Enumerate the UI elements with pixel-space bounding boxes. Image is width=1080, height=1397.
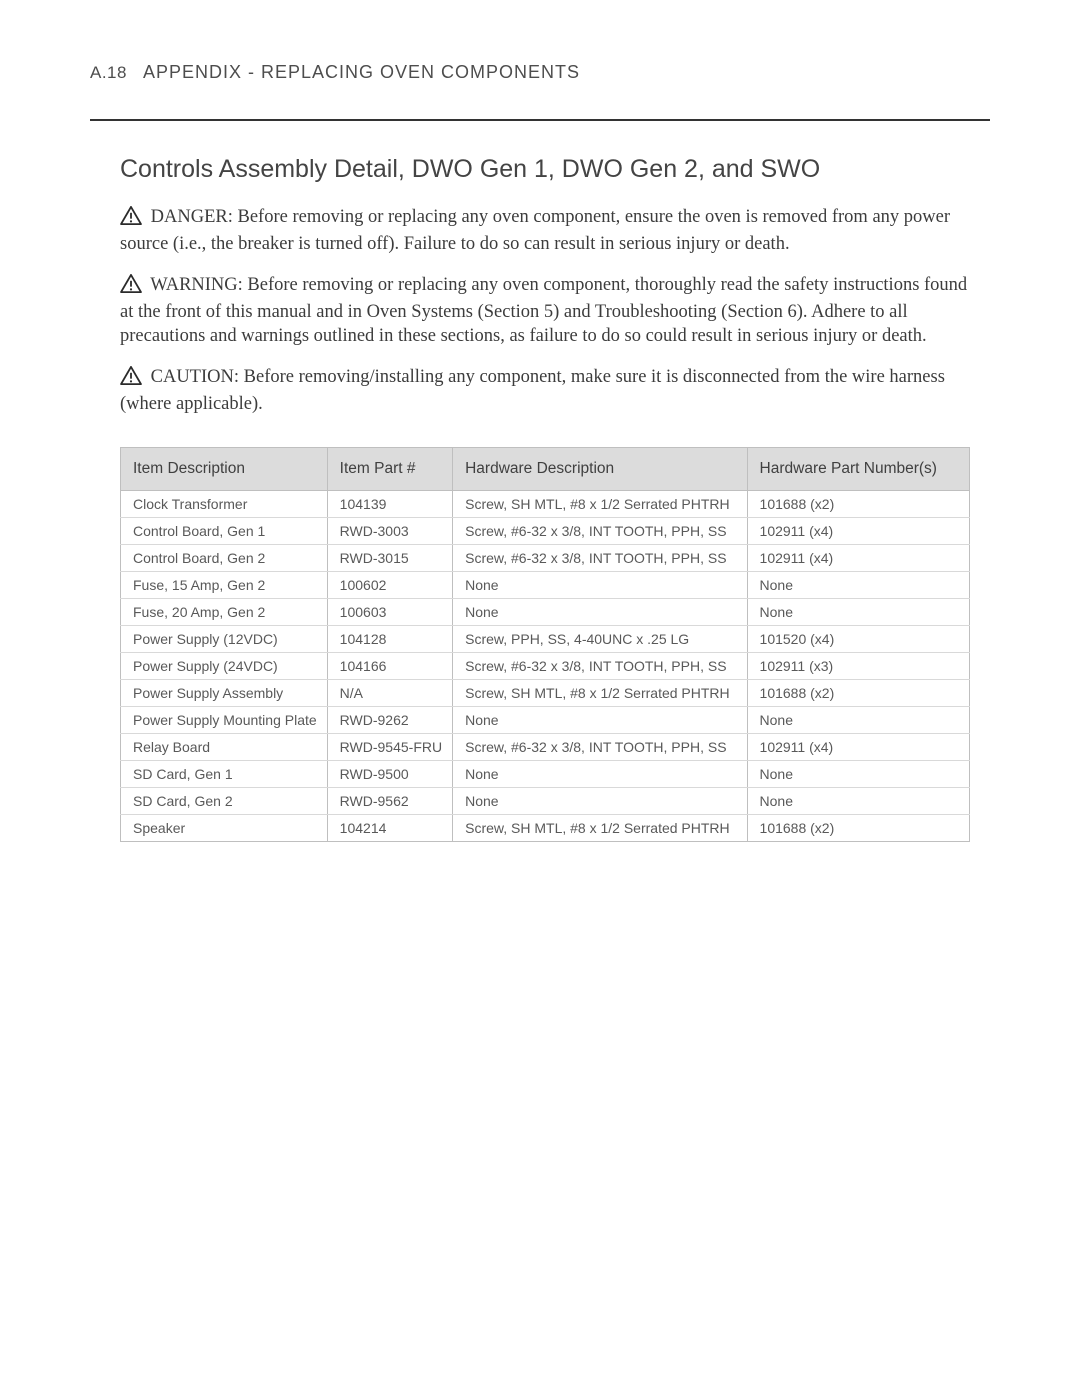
safety-text: Before removing or replacing any oven co… — [120, 275, 967, 345]
table-cell: 101688 (x2) — [747, 679, 969, 706]
alert-icon — [120, 366, 142, 393]
table-row: Power Supply (12VDC)104128Screw, PPH, SS… — [121, 625, 970, 652]
table-row: Power Supply Mounting PlateRWD-9262NoneN… — [121, 706, 970, 733]
table-cell: SD Card, Gen 2 — [121, 787, 328, 814]
col-item-part: Item Part # — [327, 447, 452, 490]
alert-icon — [120, 206, 142, 233]
table-cell: None — [453, 571, 747, 598]
table-cell: 100603 — [327, 598, 452, 625]
table-cell: Power Supply (12VDC) — [121, 625, 328, 652]
table-cell: Power Supply Assembly — [121, 679, 328, 706]
table-cell: RWD-9545-FRU — [327, 733, 452, 760]
table-cell: None — [747, 706, 969, 733]
table-cell: 104214 — [327, 814, 452, 841]
table-row: Control Board, Gen 1RWD-3003Screw, #6-32… — [121, 517, 970, 544]
table-cell: None — [453, 760, 747, 787]
table-cell: None — [747, 571, 969, 598]
table-cell: 102911 (x4) — [747, 733, 969, 760]
table-row: Power Supply AssemblyN/AScrew, SH MTL, #… — [121, 679, 970, 706]
table-cell: 101520 (x4) — [747, 625, 969, 652]
table-cell: Fuse, 20 Amp, Gen 2 — [121, 598, 328, 625]
table-cell: RWD-9562 — [327, 787, 452, 814]
table-cell: None — [747, 598, 969, 625]
table-cell: Control Board, Gen 2 — [121, 544, 328, 571]
table-cell: RWD-3015 — [327, 544, 452, 571]
parts-table: Item Description Item Part # Hardware De… — [120, 447, 970, 842]
table-cell: SD Card, Gen 1 — [121, 760, 328, 787]
table-row: SD Card, Gen 1RWD-9500NoneNone — [121, 760, 970, 787]
table-row: SD Card, Gen 2RWD-9562NoneNone — [121, 787, 970, 814]
table-cell: Screw, PPH, SS, 4-40UNC x .25 LG — [453, 625, 747, 652]
table-cell: Screw, #6-32 x 3/8, INT TOOTH, PPH, SS — [453, 544, 747, 571]
table-cell: RWD-3003 — [327, 517, 452, 544]
table-cell: Screw, SH MTL, #8 x 1/2 Serrated PHTRH — [453, 814, 747, 841]
table-row: Relay BoardRWD-9545-FRUScrew, #6-32 x 3/… — [121, 733, 970, 760]
safety-label: WARNING: — [150, 275, 243, 295]
table-row: Fuse, 20 Amp, Gen 2100603NoneNone — [121, 598, 970, 625]
safety-warning: WARNING: Before removing or replacing an… — [120, 274, 970, 348]
table-cell: 102911 (x4) — [747, 544, 969, 571]
page-title: APPENDIX - REPLACING OVEN COMPONENTS — [143, 62, 580, 83]
col-hardware-part: Hardware Part Number(s) — [747, 447, 969, 490]
alert-icon — [120, 274, 142, 301]
table-cell: Screw, #6-32 x 3/8, INT TOOTH, PPH, SS — [453, 652, 747, 679]
table-row: Speaker104214Screw, SH MTL, #8 x 1/2 Ser… — [121, 814, 970, 841]
col-item-description: Item Description — [121, 447, 328, 490]
section-title: Controls Assembly Detail, DWO Gen 1, DWO… — [120, 155, 970, 184]
table-header-row: Item Description Item Part # Hardware De… — [121, 447, 970, 490]
table-cell: Screw, SH MTL, #8 x 1/2 Serrated PHTRH — [453, 679, 747, 706]
table-row: Clock Transformer104139Screw, SH MTL, #8… — [121, 490, 970, 517]
safety-caution: CAUTION: Before removing/installing any … — [120, 366, 970, 416]
table-cell: 100602 — [327, 571, 452, 598]
safety-label: DANGER: — [151, 207, 233, 227]
table-cell: 102911 (x4) — [747, 517, 969, 544]
table-row: Power Supply (24VDC)104166Screw, #6-32 x… — [121, 652, 970, 679]
table-cell: None — [747, 760, 969, 787]
table-cell: 104128 — [327, 625, 452, 652]
table-row: Control Board, Gen 2RWD-3015Screw, #6-32… — [121, 544, 970, 571]
safety-text: Before removing/installing any component… — [120, 367, 945, 414]
page-header: A.18 APPENDIX - REPLACING OVEN COMPONENT… — [90, 62, 990, 121]
table-cell: Screw, SH MTL, #8 x 1/2 Serrated PHTRH — [453, 490, 747, 517]
table-cell: 101688 (x2) — [747, 490, 969, 517]
safety-danger: DANGER: Before removing or replacing any… — [120, 206, 970, 256]
table-cell: 101688 (x2) — [747, 814, 969, 841]
table-cell: 102911 (x3) — [747, 652, 969, 679]
table-cell: RWD-9500 — [327, 760, 452, 787]
table-cell: Fuse, 15 Amp, Gen 2 — [121, 571, 328, 598]
col-hardware-description: Hardware Description — [453, 447, 747, 490]
page-number: A.18 — [90, 63, 127, 83]
table-cell: Power Supply (24VDC) — [121, 652, 328, 679]
table-cell: Clock Transformer — [121, 490, 328, 517]
table-cell: None — [453, 706, 747, 733]
table-cell: N/A — [327, 679, 452, 706]
table-cell: None — [453, 787, 747, 814]
table-cell: 104139 — [327, 490, 452, 517]
table-head: Item Description Item Part # Hardware De… — [121, 447, 970, 490]
table-cell: RWD-9262 — [327, 706, 452, 733]
table-cell: Control Board, Gen 1 — [121, 517, 328, 544]
table-body: Clock Transformer104139Screw, SH MTL, #8… — [121, 490, 970, 841]
table-cell: Power Supply Mounting Plate — [121, 706, 328, 733]
table-cell: None — [453, 598, 747, 625]
table-cell: 104166 — [327, 652, 452, 679]
table-cell: Relay Board — [121, 733, 328, 760]
table-cell: Speaker — [121, 814, 328, 841]
table-cell: None — [747, 787, 969, 814]
safety-label: CAUTION: — [151, 367, 239, 387]
table-row: Fuse, 15 Amp, Gen 2100602NoneNone — [121, 571, 970, 598]
page-content: Controls Assembly Detail, DWO Gen 1, DWO… — [90, 155, 990, 842]
safety-text: Before removing or replacing any oven co… — [120, 207, 950, 254]
table-cell: Screw, #6-32 x 3/8, INT TOOTH, PPH, SS — [453, 733, 747, 760]
table-cell: Screw, #6-32 x 3/8, INT TOOTH, PPH, SS — [453, 517, 747, 544]
